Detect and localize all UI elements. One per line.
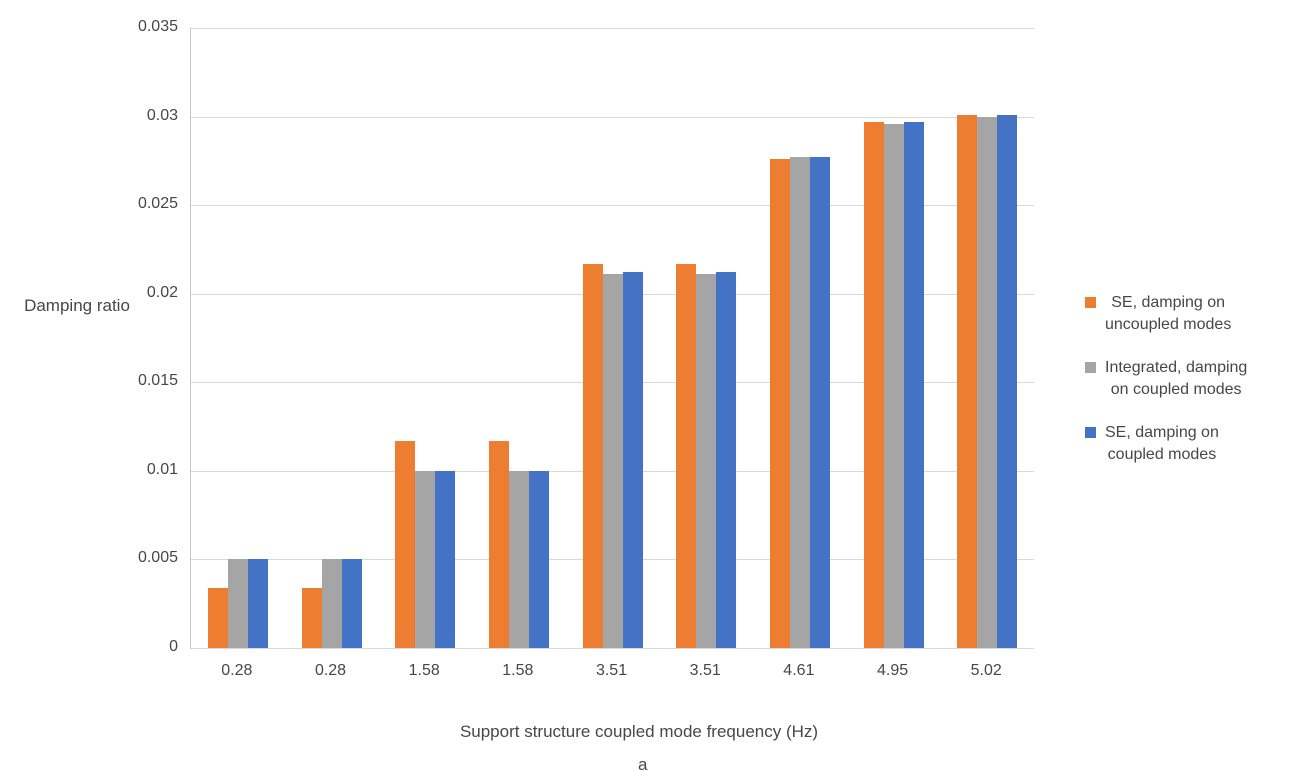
bar-group <box>378 28 472 648</box>
bar <box>977 116 998 648</box>
legend-label: SE, damping on coupled modes <box>1105 424 1219 463</box>
bar <box>863 121 884 648</box>
legend-swatch-icon <box>1085 297 1096 308</box>
bar <box>622 272 643 648</box>
x-tick-label: 3.51 <box>689 662 721 679</box>
gridline <box>191 205 1034 207</box>
bar <box>227 559 248 648</box>
legend-item: SE, damping on uncoupled modes <box>1085 292 1247 336</box>
bar-group <box>566 28 660 648</box>
bar <box>321 559 342 648</box>
bar <box>582 263 603 648</box>
y-tick-label: 0.025 <box>137 195 178 213</box>
bar <box>696 274 717 648</box>
bar <box>435 470 456 648</box>
x-tick-label: 1.58 <box>408 662 440 679</box>
y-tick-label: 0.01 <box>146 460 178 478</box>
legend-label: Integrated, damping on coupled modes <box>1105 359 1248 398</box>
legend-item: Integrated, damping on coupled modes <box>1085 357 1247 401</box>
gridline <box>191 116 1034 118</box>
bar-group <box>753 28 847 648</box>
bar <box>488 440 509 648</box>
bar <box>415 470 436 648</box>
legend-item: SE, damping on coupled modes <box>1085 422 1247 466</box>
x-tick-label: 0.28 <box>221 662 253 679</box>
bar-group <box>191 28 285 648</box>
bar <box>789 157 810 648</box>
x-axis-title: Support structure coupled mode frequency… <box>459 722 819 741</box>
x-axis-tick-labels: 0.28 0.28 1.58 1.58 3.51 3.51 4.61 4.95 5.02 <box>190 662 1033 680</box>
y-tick-label: 0.02 <box>146 283 178 301</box>
x-tick-label: 1.58 <box>502 662 534 679</box>
y-tick-label: 0.035 <box>137 18 178 35</box>
gridline <box>191 28 1034 29</box>
y-tick-label: 0.005 <box>137 549 178 567</box>
bar <box>395 440 416 648</box>
bar <box>528 470 549 648</box>
x-tick-label: 4.61 <box>783 662 815 679</box>
y-tick-label: 0.015 <box>137 372 178 390</box>
legend-swatch-icon <box>1085 427 1096 438</box>
bar <box>809 157 830 648</box>
partial-caption-glyph: a <box>638 755 648 771</box>
y-tick-label: 0.03 <box>146 106 178 124</box>
legend-label: SE, damping on uncoupled modes <box>1105 294 1232 333</box>
x-tick-label: 5.02 <box>970 662 1002 679</box>
y-axis-title: Damping ratio <box>24 296 130 315</box>
bar-group <box>940 28 1034 648</box>
bar <box>341 559 362 648</box>
legend-swatch-icon <box>1085 362 1096 373</box>
bar <box>957 114 978 648</box>
bar-group <box>285 28 379 648</box>
bar <box>676 263 697 648</box>
bar <box>247 559 268 648</box>
bar-group <box>472 28 566 648</box>
legend: SE, damping on uncoupled modes Integrated… <box>1085 292 1247 466</box>
bar <box>997 114 1018 648</box>
x-tick-label: 3.51 <box>595 662 628 679</box>
plot-area <box>190 28 1034 649</box>
bar-group <box>659 28 753 648</box>
bar <box>207 587 228 648</box>
x-tick-label: 4.95 <box>876 662 909 679</box>
x-tick-label: 0.28 <box>314 662 347 679</box>
bar <box>301 587 322 648</box>
y-tick-label: 0 <box>169 638 178 655</box>
bar <box>716 272 737 648</box>
bar-group <box>847 28 941 648</box>
bar <box>769 159 790 648</box>
gridline <box>191 648 1034 649</box>
bar <box>602 274 623 648</box>
bar <box>883 123 904 648</box>
bar <box>508 470 529 648</box>
bar <box>903 121 924 648</box>
bar-groups <box>191 28 1034 648</box>
